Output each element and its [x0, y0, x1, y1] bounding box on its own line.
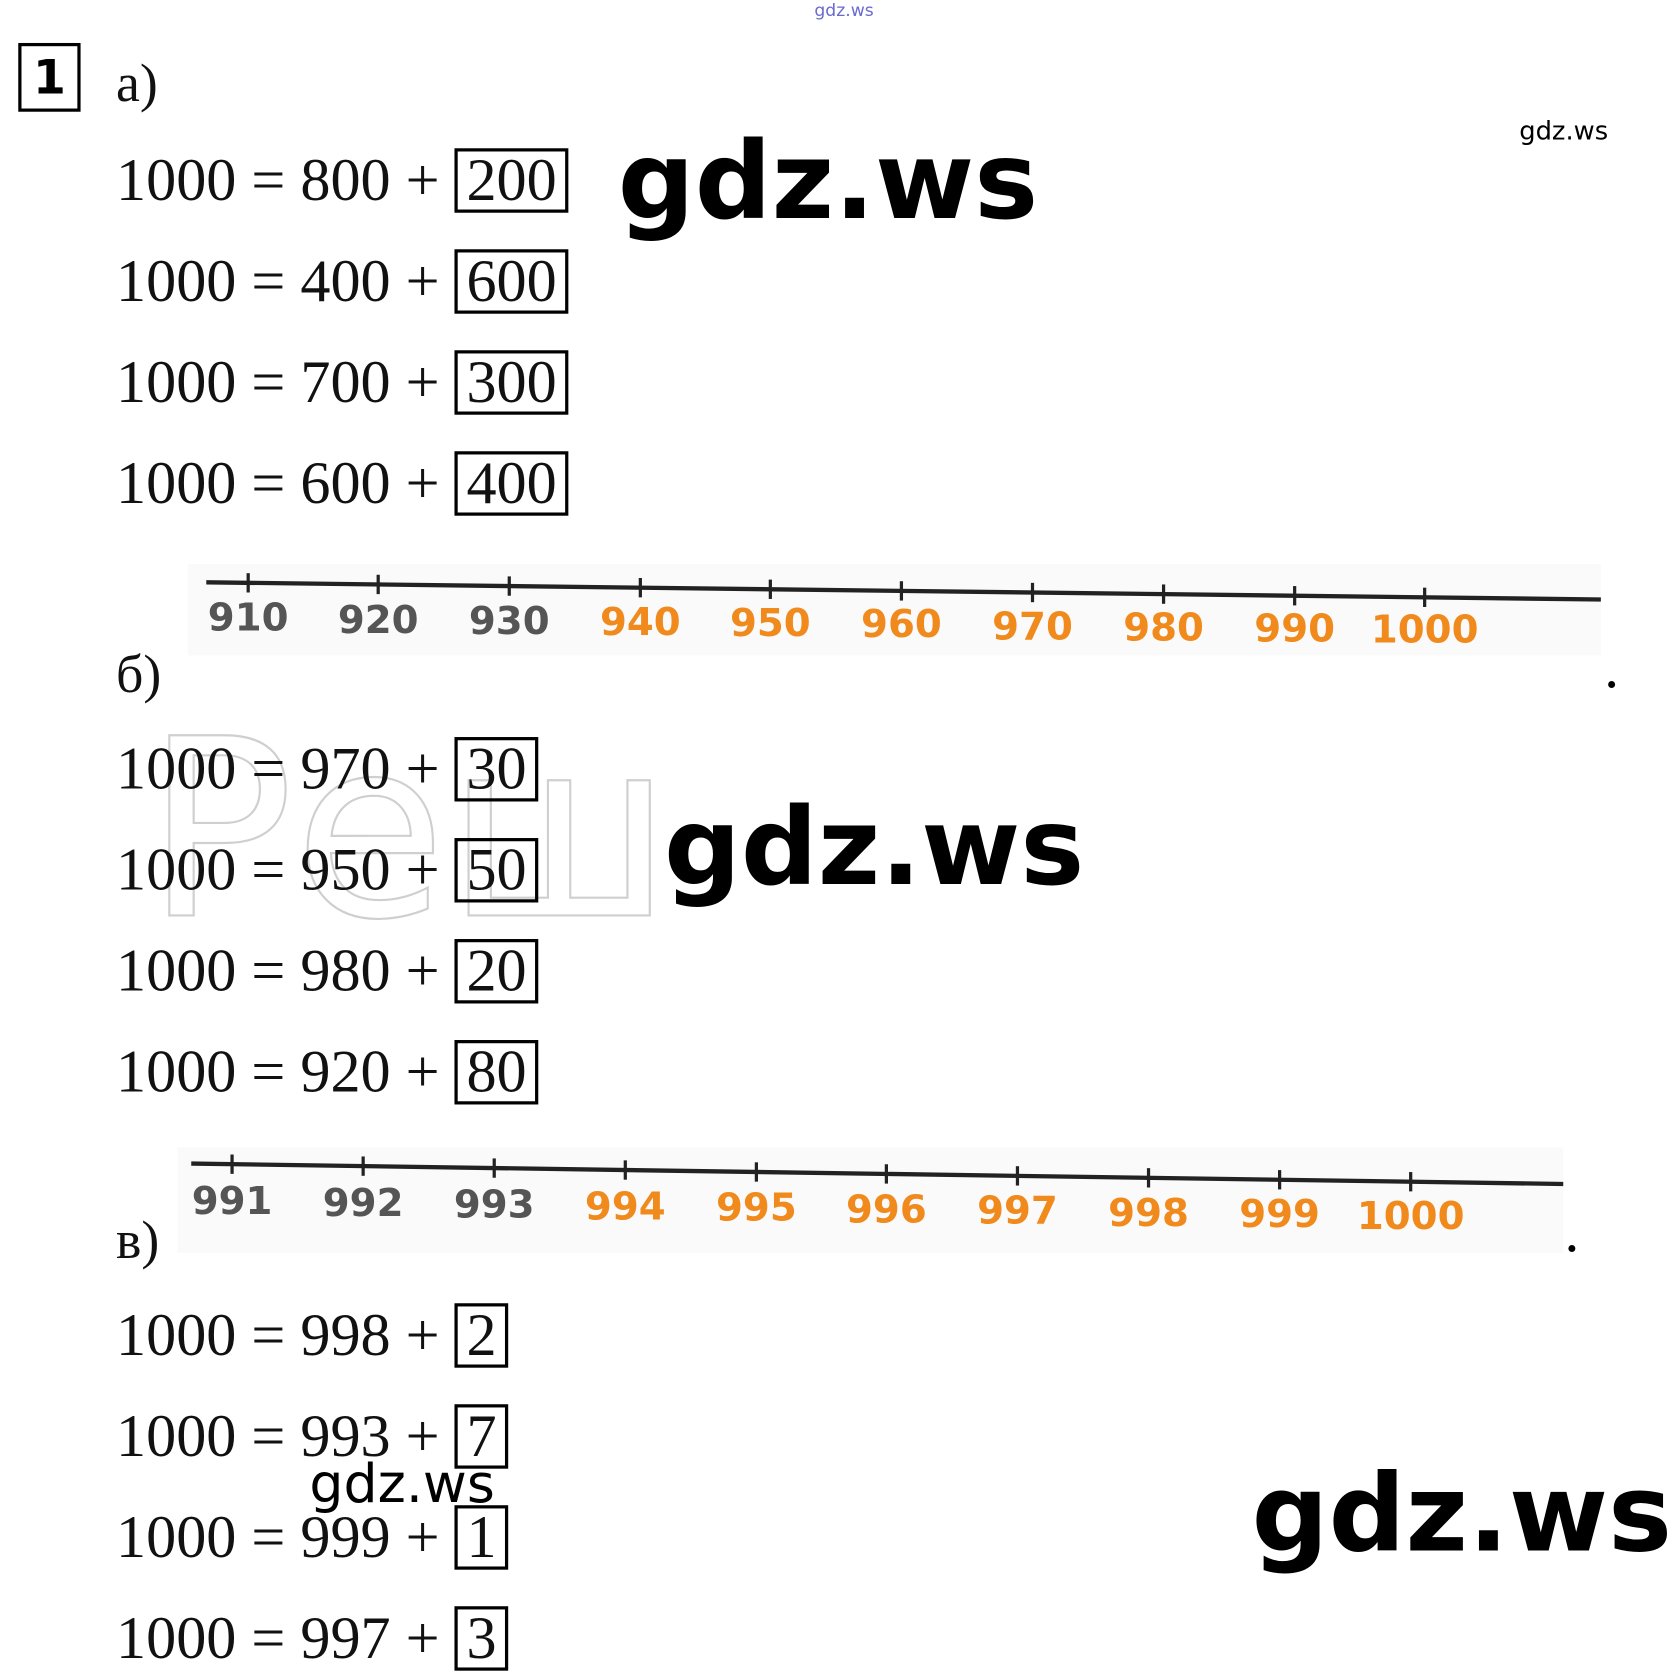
expression: 1000 = 970 + [116, 735, 440, 803]
answer-box: 600 [454, 249, 569, 314]
expression: 1000 = 920 + [116, 1038, 440, 1106]
expression: 1000 = 600 + [116, 450, 440, 517]
equation: 1000 = 980 +20 [116, 937, 539, 1006]
number-line-label: 1000 [1370, 608, 1479, 653]
expression: 1000 = 997 + [116, 1605, 440, 1672]
expression: 1000 = 800 + [116, 147, 440, 214]
number-line-label: 990 [1254, 607, 1336, 652]
expression: 1000 = 700 + [116, 349, 440, 416]
watermark: gdz.ws [814, 0, 874, 21]
answer-box: 1 [454, 1505, 509, 1570]
equation: 1000 = 997 +3 [116, 1604, 509, 1673]
section-label: б) [116, 643, 162, 704]
number-line-label: 980 [1123, 605, 1204, 650]
equation: 1000 = 920 +80 [116, 1038, 539, 1107]
watermark: gdz.ws [663, 784, 1085, 911]
equation: 1000 = 993 +7 [116, 1402, 509, 1471]
number-line [206, 580, 1601, 602]
expression: 1000 = 999 + [116, 1504, 440, 1571]
answer-box: 50 [454, 838, 539, 903]
answer-box: 80 [454, 1040, 539, 1105]
expression: 1000 = 980 + [116, 937, 440, 1005]
watermark: gdz.ws [1519, 116, 1609, 147]
answer-box: 3 [454, 1606, 509, 1671]
answer-box: 7 [454, 1404, 509, 1469]
number-line-label: 960 [861, 603, 942, 648]
watermark: gdz.ws [309, 1452, 495, 1515]
answer-box: 20 [454, 939, 539, 1004]
number-line-bg [188, 564, 1601, 656]
number-line-label: 991 [191, 1180, 273, 1225]
equation: 1000 = 999 +1 [116, 1503, 509, 1572]
answer-box: 2 [454, 1303, 509, 1368]
equation: 1000 = 800 +200 [116, 146, 569, 215]
number-line-label: 995 [716, 1186, 797, 1231]
number-line-label: 992 [322, 1181, 404, 1226]
task-number: 1 [18, 42, 81, 112]
watermark: gdz.ws [617, 118, 1039, 244]
number-line-label: 950 [729, 601, 811, 646]
equation: 1000 = 998 +2 [116, 1301, 509, 1370]
number-line-label: 994 [584, 1184, 666, 1229]
number-line-label: 1000 [1356, 1194, 1465, 1239]
number-line-label: 993 [453, 1183, 535, 1228]
dot: . [1606, 651, 1617, 698]
equation: 1000 = 600 +400 [116, 449, 569, 518]
number-line [191, 1161, 1564, 1187]
number-line-label: 940 [599, 600, 681, 645]
number-line-label: 920 [337, 597, 419, 643]
expression: 1000 = 998 + [116, 1302, 440, 1369]
answer-box: 400 [454, 451, 569, 516]
number-line-label: 996 [846, 1187, 927, 1233]
number-line-label: 970 [992, 604, 1073, 649]
number-line-label: 999 [1239, 1192, 1320, 1237]
section-label: а) [116, 52, 158, 113]
expression: 1000 = 993 + [116, 1403, 440, 1470]
number-line-label: 997 [977, 1189, 1058, 1234]
equation: 1000 = 970 +30 [116, 735, 539, 804]
expression: 1000 = 950 + [116, 836, 440, 904]
equation: 1000 = 700 +300 [116, 348, 569, 417]
section-label: в) [116, 1209, 160, 1270]
ticks [230, 573, 1427, 1192]
answer-box: 200 [454, 148, 569, 213]
answer-box: 300 [454, 350, 569, 415]
number-line-label: 930 [468, 599, 550, 644]
expression: 1000 = 400 + [116, 248, 440, 315]
number-line-label: 910 [207, 596, 289, 641]
watermark: gdz.ws [1251, 1450, 1673, 1577]
number-line-label: 998 [1108, 1191, 1189, 1236]
equation: 1000 = 950 +50 [116, 836, 539, 905]
answer-box: 30 [454, 737, 539, 802]
dot: . [1566, 1215, 1577, 1262]
faint-watermark: Реш [144, 687, 673, 976]
equation: 1000 = 400 +600 [116, 247, 569, 316]
